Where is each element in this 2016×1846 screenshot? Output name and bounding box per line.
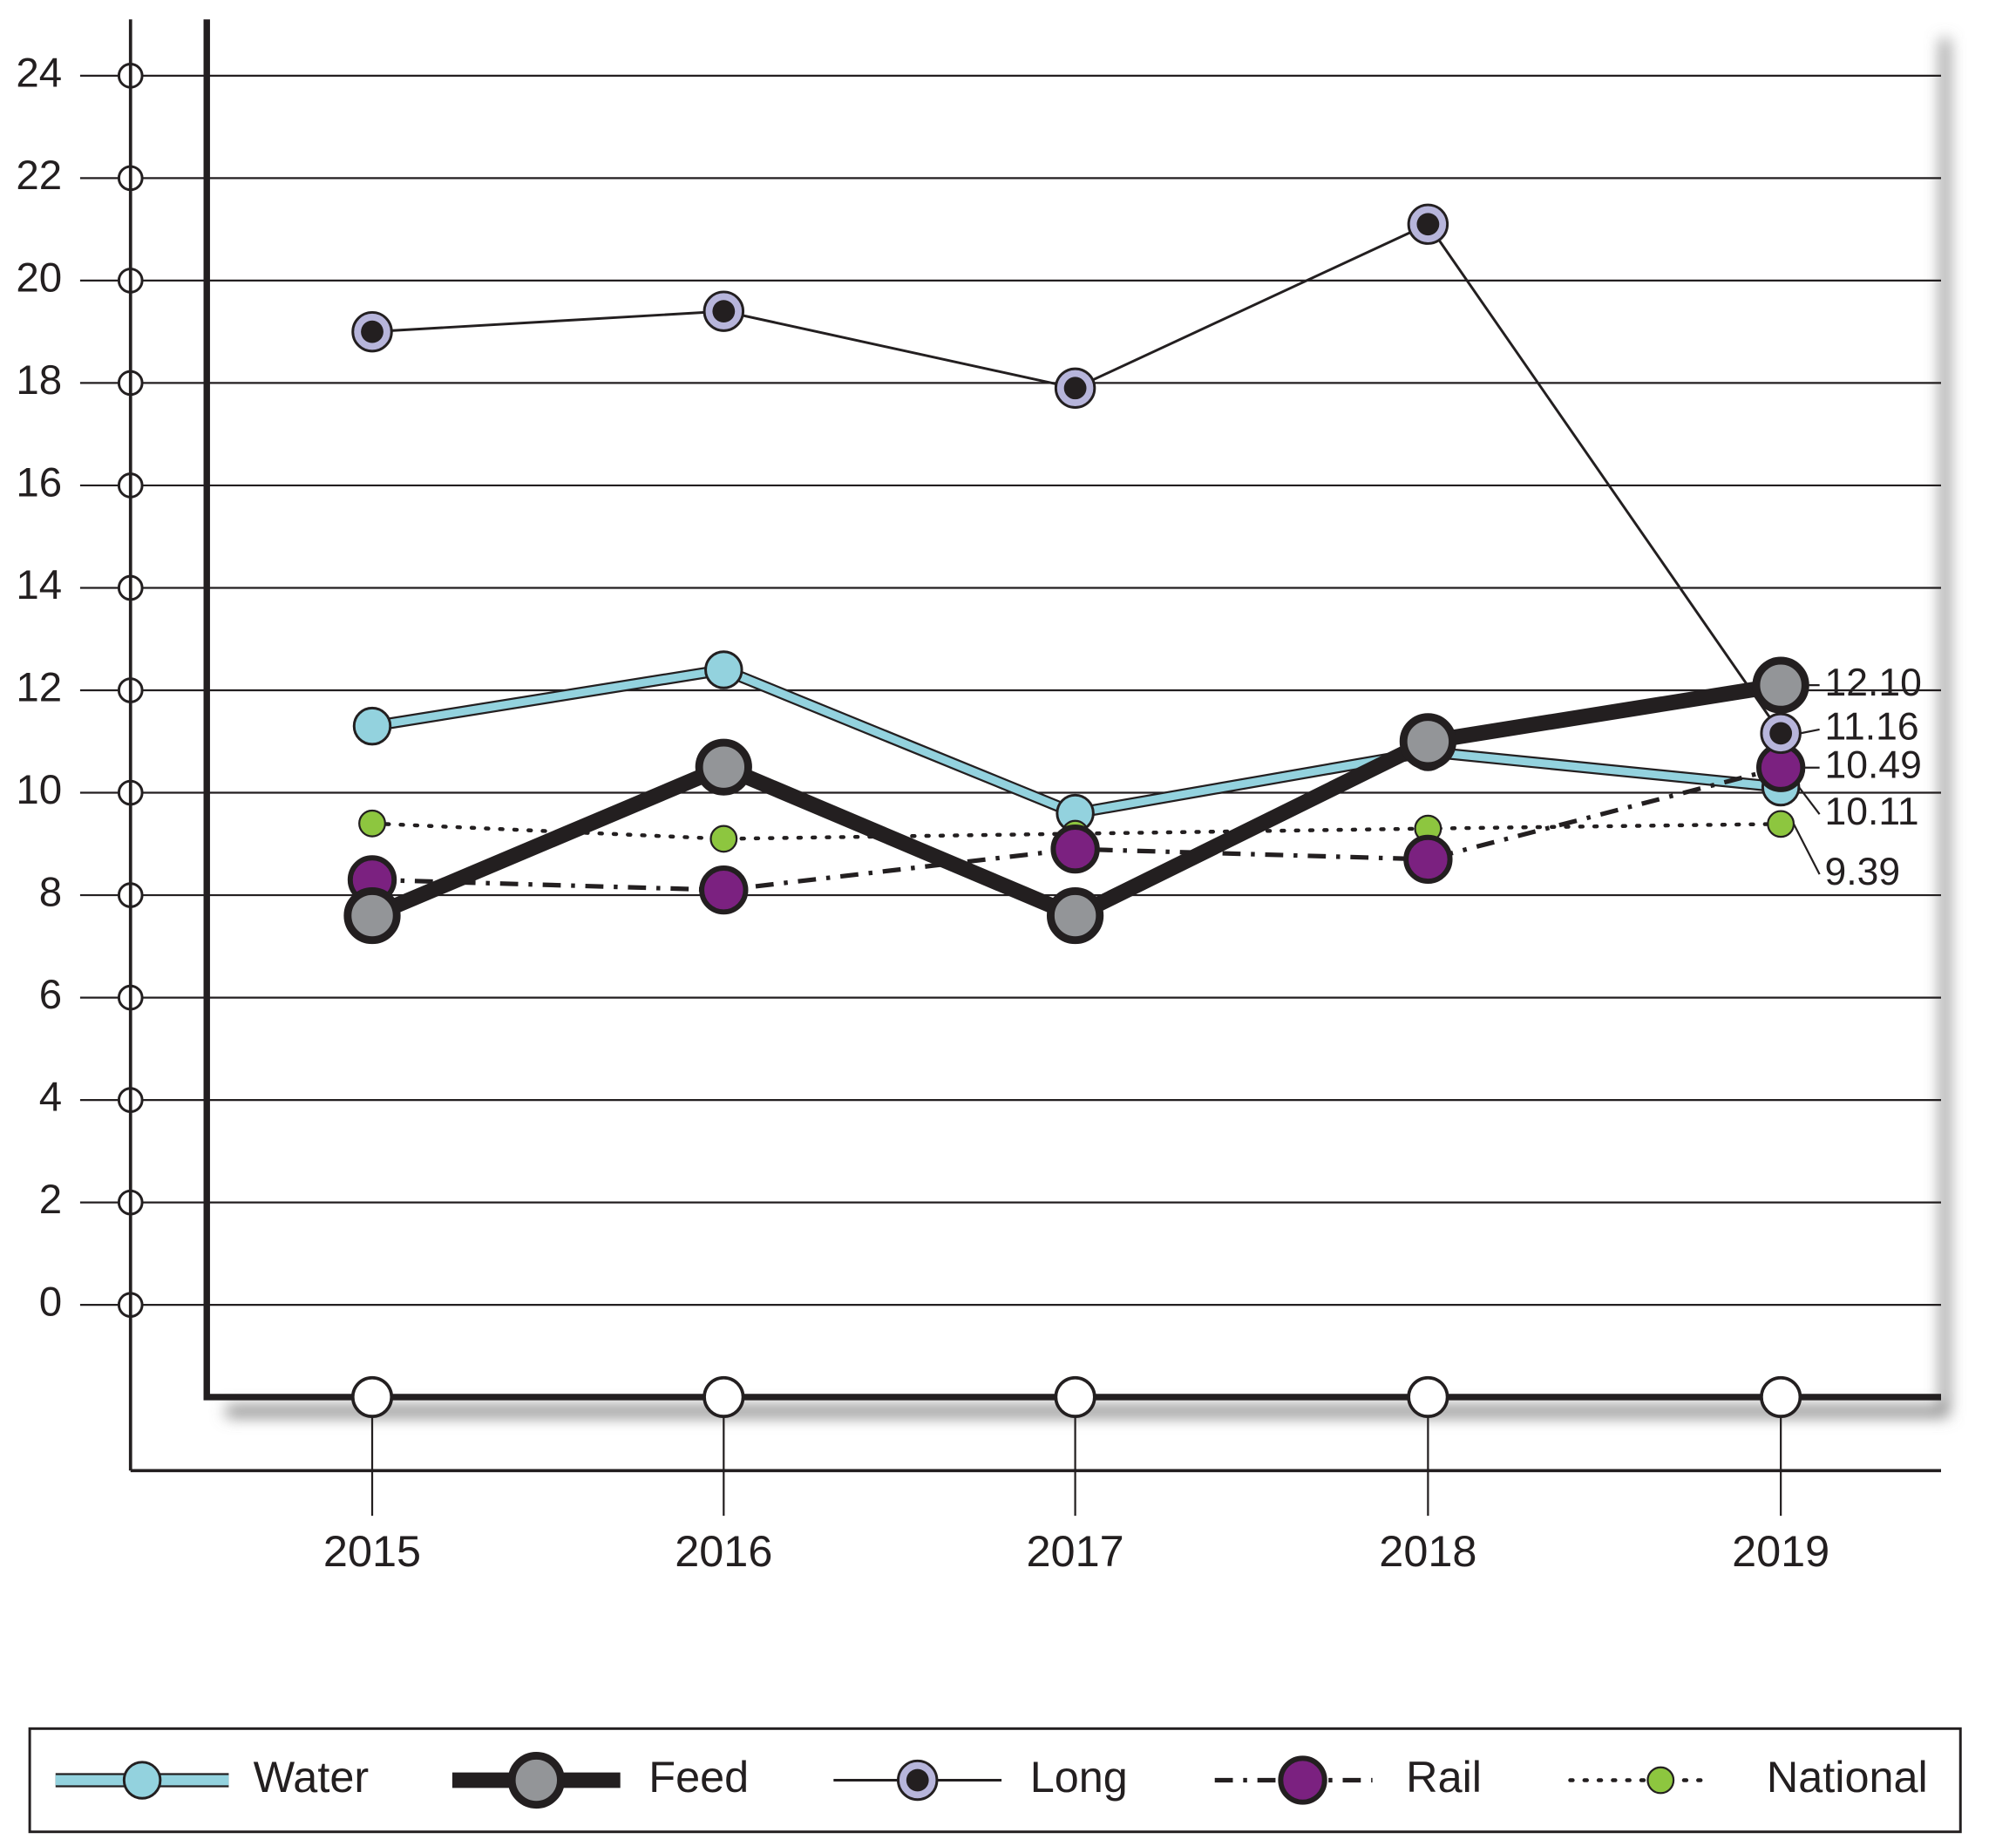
x-tick-label: 2015: [323, 1526, 421, 1576]
marker: [1399, 713, 1456, 770]
marker: [896, 1759, 939, 1802]
marker: [1054, 367, 1096, 409]
x-axis: 2015 2016 2017 2018 2019: [323, 1375, 1829, 1576]
value-label: 11.16: [1825, 706, 1919, 749]
marker: [1278, 1755, 1327, 1805]
marker: [352, 706, 392, 746]
value-label: 10.49: [1825, 743, 1922, 786]
legend-item: Long: [833, 1752, 1128, 1802]
series-line: [371, 222, 1782, 735]
x-tick-dot: [1760, 1375, 1802, 1418]
marker: [699, 865, 749, 915]
label-leader: [1792, 823, 1821, 875]
x-tick-dot: [350, 1375, 394, 1418]
marker: [351, 310, 393, 353]
x-tick-dot: [1054, 1375, 1096, 1418]
marker: [1046, 886, 1104, 945]
legend-label: Rail: [1406, 1752, 1482, 1802]
marker: [1407, 203, 1449, 245]
x-tick-label: 2018: [1379, 1526, 1476, 1576]
legend-label: National: [1767, 1752, 1928, 1802]
marker: [709, 825, 738, 853]
y-tick-label: 16: [16, 459, 62, 506]
x-tick-label: 2016: [675, 1526, 772, 1576]
x-tick-dot: [703, 1375, 745, 1418]
label-leader: [1800, 728, 1820, 735]
value-label: 12.10: [1825, 662, 1922, 704]
value-label: 10.11: [1825, 791, 1919, 833]
legend-item: Feed: [451, 1751, 749, 1809]
marker: [1760, 712, 1802, 755]
marker: [122, 1761, 162, 1800]
series: 11.16: [351, 203, 1919, 755]
y-tick-label: 18: [16, 357, 62, 404]
legend-label: Water: [254, 1752, 370, 1802]
marker: [695, 738, 752, 796]
plot-frame: [203, 19, 1942, 1401]
value-label: 9.39: [1825, 851, 1901, 893]
y-tick-label: 2: [39, 1177, 62, 1223]
series: 10.11: [352, 650, 1919, 833]
marker: [358, 809, 386, 838]
legend-label: Long: [1030, 1752, 1128, 1802]
marker: [343, 886, 401, 945]
y-tick-label: 22: [16, 153, 62, 199]
marker: [507, 1751, 565, 1809]
y-tick-label: 24: [16, 50, 62, 96]
marker: [1403, 834, 1453, 885]
y-tick-label: 6: [39, 972, 62, 1018]
series: 12.10: [343, 656, 1922, 945]
legend-label: Feed: [648, 1752, 749, 1802]
series-line: [371, 765, 1782, 892]
label-leader: [1798, 786, 1821, 815]
series-line: [371, 666, 1782, 818]
y-tick-label: 10: [16, 767, 62, 813]
marker: [704, 650, 743, 689]
marker: [1050, 825, 1100, 874]
marker: [1767, 810, 1795, 838]
y-tick-label: 8: [39, 870, 62, 916]
x-tick-label: 2019: [1732, 1526, 1829, 1576]
marker: [1752, 656, 1809, 714]
y-tick-label: 0: [39, 1279, 62, 1326]
marker: [1646, 1766, 1675, 1795]
y-tick-label: 20: [16, 255, 62, 301]
legend-item: National: [1568, 1752, 1928, 1802]
frame-shadow: [226, 38, 1949, 1417]
legend: Water Feed Long Rail National: [55, 1751, 1928, 1809]
y-tick-label: 12: [16, 665, 62, 711]
legend-item: Rail: [1214, 1752, 1482, 1805]
legend-item: Water: [55, 1752, 370, 1802]
y-tick-label: 4: [39, 1075, 62, 1121]
x-tick-dot: [1407, 1375, 1449, 1418]
marker: [703, 290, 745, 332]
y-tick-label: 14: [16, 562, 62, 608]
x-tick-label: 2017: [1027, 1526, 1124, 1576]
